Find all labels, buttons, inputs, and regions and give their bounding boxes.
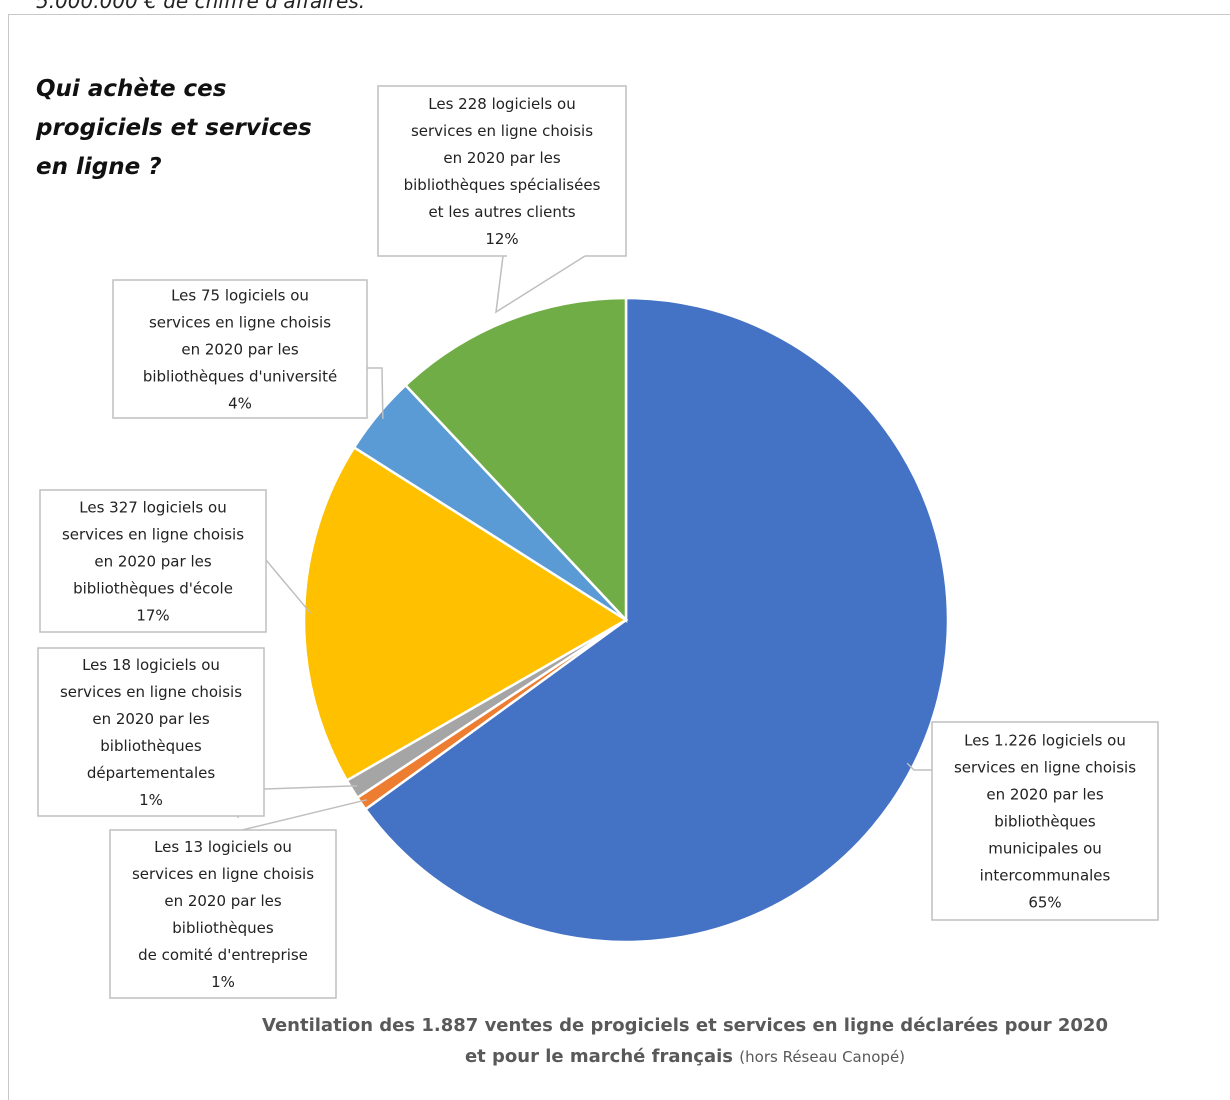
slice-label-line: Les 18 logiciels ou bbox=[82, 656, 220, 674]
slice-label-line: Les 75 logiciels ou bbox=[171, 287, 309, 305]
slice-percent-label: 1% bbox=[211, 973, 235, 991]
leader-line-municipales bbox=[906, 762, 932, 771]
callout-pointer-specialisees bbox=[495, 255, 586, 314]
leader-line-comite bbox=[241, 799, 367, 831]
pie-slice-municipales bbox=[363, 296, 950, 944]
callout-box-specialisees bbox=[377, 85, 627, 257]
question-line: en ligne ? bbox=[36, 154, 162, 180]
callout-box-ecole bbox=[39, 489, 267, 633]
leader-line-universite bbox=[367, 367, 384, 419]
slice-label-line: services en ligne choisis bbox=[62, 526, 244, 544]
slice-percent-label: 1% bbox=[139, 791, 163, 809]
chart-question-title: Qui achète ces progiciels et services en… bbox=[36, 70, 312, 187]
pie-slice-specialisees bbox=[403, 296, 628, 624]
slice-label-line: Les 327 logiciels ou bbox=[79, 499, 226, 517]
slice-label-line: bibliothèques bbox=[100, 737, 202, 755]
caption-line-1: Ventilation des 1.887 ventes de progicie… bbox=[262, 1015, 1108, 1036]
slice-label-line: départementales bbox=[87, 764, 216, 782]
callout-box-universite bbox=[112, 279, 368, 419]
slice-label-line: en 2020 par les bbox=[94, 553, 211, 571]
slice-label-line: en 2020 par les bbox=[443, 149, 560, 167]
leader-line-ecole bbox=[265, 559, 312, 614]
slice-label-line: en 2020 par les bbox=[181, 341, 298, 359]
slice-percent-label: 17% bbox=[136, 607, 169, 625]
slice-label-line: services en ligne choisis bbox=[132, 865, 314, 883]
slice-label-line: de comité d'entreprise bbox=[138, 946, 308, 964]
slice-label-line: Les 1.226 logiciels ou bbox=[964, 732, 1126, 750]
clipped-top-text: 5.000.000 € de chiffre d'affaires. bbox=[36, 0, 366, 13]
slice-percent-label: 65% bbox=[1028, 894, 1061, 912]
slice-label-line: services en ligne choisis bbox=[411, 122, 593, 140]
slice-label-line: en 2020 par les bbox=[986, 786, 1103, 804]
caption-line-2: et pour le marché français (hors Réseau … bbox=[200, 1041, 1170, 1073]
slice-label-line: bibliothèques d'université bbox=[143, 368, 337, 386]
slice-label-line: bibliothèques spécialisées bbox=[404, 176, 601, 194]
slice-label-line: services en ligne choisis bbox=[60, 683, 242, 701]
slice-label-line: intercommunales bbox=[980, 867, 1111, 885]
slice-label-line: et les autres clients bbox=[428, 203, 575, 221]
caption-main: et pour le marché français bbox=[464, 1046, 734, 1067]
pie-slice-ecole bbox=[302, 445, 629, 783]
slice-label-line: en 2020 par les bbox=[164, 892, 281, 910]
slice-label-line: services en ligne choisis bbox=[149, 314, 331, 332]
slice-label-line: bibliothèques bbox=[172, 919, 274, 937]
callout-box-departementales bbox=[37, 647, 265, 817]
slice-label-line: en 2020 par les bbox=[92, 710, 209, 728]
slice-label-line: municipales ou bbox=[988, 840, 1102, 858]
callout-box-comite bbox=[109, 829, 337, 999]
question-line: Qui achète ces bbox=[36, 76, 227, 102]
slice-label-line: Les 13 logiciels ou bbox=[154, 838, 292, 856]
slice-percent-label: 12% bbox=[485, 230, 518, 248]
chart-caption: Ventilation des 1.887 ventes de progicie… bbox=[200, 1010, 1170, 1073]
slice-percent-label: 4% bbox=[228, 395, 252, 413]
callout-box-municipales bbox=[931, 721, 1159, 921]
slice-label-line: bibliothèques d'école bbox=[73, 580, 233, 598]
slice-label-line: services en ligne choisis bbox=[954, 759, 1136, 777]
pie-chart: Les 1.226 logiciels ou services en ligne … bbox=[37, 85, 1159, 999]
slice-label-line: Les 228 logiciels ou bbox=[428, 95, 575, 113]
caption-note: (hors Réseau Canopé) bbox=[739, 1048, 906, 1066]
question-line: progiciels et services bbox=[36, 115, 312, 141]
slice-label-line: bibliothèques bbox=[994, 813, 1096, 831]
chart-frame bbox=[8, 14, 1230, 1100]
